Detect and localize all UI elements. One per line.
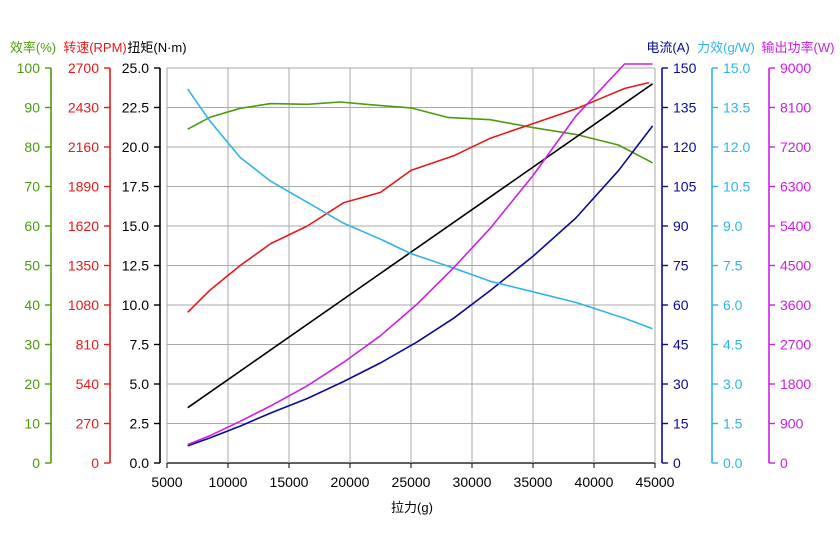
y-tick-label: 0 [32, 455, 40, 471]
series-line-current [187, 125, 654, 447]
y-tick-label: 60 [673, 297, 689, 313]
y-tick-label: 135 [673, 100, 697, 116]
y-tick-label: 100 [17, 60, 41, 76]
y-tick-label: 20 [24, 376, 40, 392]
y-tick-label: 105 [673, 179, 697, 195]
y-tick-label: 10 [24, 416, 40, 432]
y-tick-label: 8100 [780, 100, 811, 116]
y-tick-label: 1620 [68, 218, 99, 234]
y-tick-label: 12.5 [122, 258, 149, 274]
y-tick-label: 1800 [780, 376, 811, 392]
y-tick-label: 4.5 [723, 337, 743, 353]
y-tick-label: 0 [91, 455, 99, 471]
y-tick-label: 30 [673, 376, 689, 392]
y-tick-label: 50 [24, 258, 40, 274]
y-tick-label: 45 [673, 337, 689, 353]
y-tick-label: 75 [673, 258, 689, 274]
y-tick-label: 20.0 [122, 139, 149, 155]
y-tick-label: 13.5 [723, 100, 750, 116]
y-tick-label: 25.0 [122, 60, 149, 76]
y-axis-title-thrust_eff: 力效(g/W) [697, 40, 755, 55]
y-tick-label: 3.0 [723, 376, 743, 392]
y-tick-label: 22.5 [122, 100, 149, 116]
y-tick-label: 120 [673, 139, 697, 155]
series-line-torque [187, 83, 654, 409]
series-line-thrust_eff [187, 88, 653, 330]
y-tick-label: 7.5 [130, 337, 150, 353]
y-axis-power: 0 900 1800 2700 3600 4500 5400 6300 7200 8100 9000… [762, 40, 835, 471]
y-axis-thrust_eff: 0.0 1.5 3.0 4.5 6.0 7.5 9.0 10.5 12.0 13.5 15.0 力效(… [697, 40, 755, 471]
y-tick-label: 90 [673, 218, 689, 234]
x-tick-label: 45000 [636, 474, 675, 490]
y-tick-label: 10.5 [723, 179, 750, 195]
y-tick-label: 2700 [780, 337, 811, 353]
y-axis-rpm: 0 270 540 810 1080 1350 1620 1890 2160 2430 2700 转速… [63, 40, 127, 471]
y-tick-label: 15.0 [122, 218, 149, 234]
y-tick-label: 6300 [780, 179, 811, 195]
y-tick-label: 9000 [780, 60, 811, 76]
x-tick-label: 40000 [575, 474, 614, 490]
y-tick-label: 7.5 [723, 258, 743, 274]
axes-group: 5000 10000 15000 20000 25000 30000 35000 40000 4… [10, 40, 835, 490]
y-tick-label: 80 [24, 139, 40, 155]
y-axis-torque: 0.0 2.5 5.0 7.5 10.0 12.5 15.0 17.5 20.0 22.5 25.0… [122, 40, 187, 471]
y-tick-label: 15 [673, 416, 689, 432]
series-line-rpm [187, 81, 650, 313]
y-tick-label: 6.0 [723, 297, 743, 313]
y-tick-label: 70 [24, 179, 40, 195]
y-axis-title-eff: 效率(%) [10, 40, 56, 55]
y-tick-label: 15.0 [723, 60, 750, 76]
x-tick-label: 35000 [514, 474, 553, 490]
y-tick-label: 0 [673, 455, 681, 471]
y-tick-label: 60 [24, 218, 40, 234]
y-tick-label: 540 [76, 376, 100, 392]
x-tick-label: 10000 [209, 474, 248, 490]
series-line-eff [187, 101, 653, 164]
y-axis-title-power: 输出功率(W) [762, 40, 835, 55]
y-axis-title-rpm: 转速(RPM) [63, 40, 127, 55]
x-tick-label: 15000 [270, 474, 309, 490]
y-tick-label: 1890 [68, 179, 99, 195]
y-tick-label: 90 [24, 100, 40, 116]
y-tick-label: 810 [76, 337, 100, 353]
y-tick-label: 10.0 [122, 297, 149, 313]
y-tick-label: 900 [780, 416, 804, 432]
y-tick-label: 3600 [780, 297, 811, 313]
y-tick-label: 12.0 [723, 139, 750, 155]
x-axis-title: 拉力(g) [391, 500, 433, 515]
y-tick-label: 40 [24, 297, 40, 313]
y-tick-label: 2430 [68, 100, 99, 116]
x-tick-label: 5000 [151, 474, 182, 490]
y-tick-label: 9.0 [723, 218, 743, 234]
y-tick-label: 0 [780, 455, 788, 471]
y-tick-label: 7200 [780, 139, 811, 155]
y-tick-label: 30 [24, 337, 40, 353]
y-tick-label: 150 [673, 60, 697, 76]
y-tick-label: 1.5 [723, 416, 743, 432]
series-group [187, 63, 654, 447]
y-axis-current: 0 15 30 45 60 75 90 105 120 135 150 电流(A) [646, 40, 696, 471]
y-tick-label: 17.5 [122, 179, 149, 195]
y-tick-label: 5.0 [130, 376, 150, 392]
y-tick-label: 0.0 [723, 455, 743, 471]
x-tick-label: 30000 [453, 474, 492, 490]
y-axis-title-torque: 扭矩(N·m) [127, 40, 186, 55]
series-line-power [187, 63, 653, 446]
x-tick-label: 20000 [331, 474, 370, 490]
y-tick-label: 270 [76, 416, 100, 432]
y-tick-label: 0.0 [130, 455, 150, 471]
y-axis-title-current: 电流(A) [646, 40, 689, 55]
y-tick-label: 2160 [68, 139, 99, 155]
y-tick-label: 2.5 [130, 416, 150, 432]
y-tick-label: 1080 [68, 297, 99, 313]
y-tick-label: 2700 [68, 60, 99, 76]
y-axis-eff: 0 10 20 30 40 50 60 70 80 90 100 效率(%) [10, 40, 56, 471]
y-tick-label: 5400 [780, 218, 811, 234]
x-tick-label: 25000 [392, 474, 431, 490]
y-tick-label: 1350 [68, 258, 99, 274]
y-tick-label: 4500 [780, 258, 811, 274]
